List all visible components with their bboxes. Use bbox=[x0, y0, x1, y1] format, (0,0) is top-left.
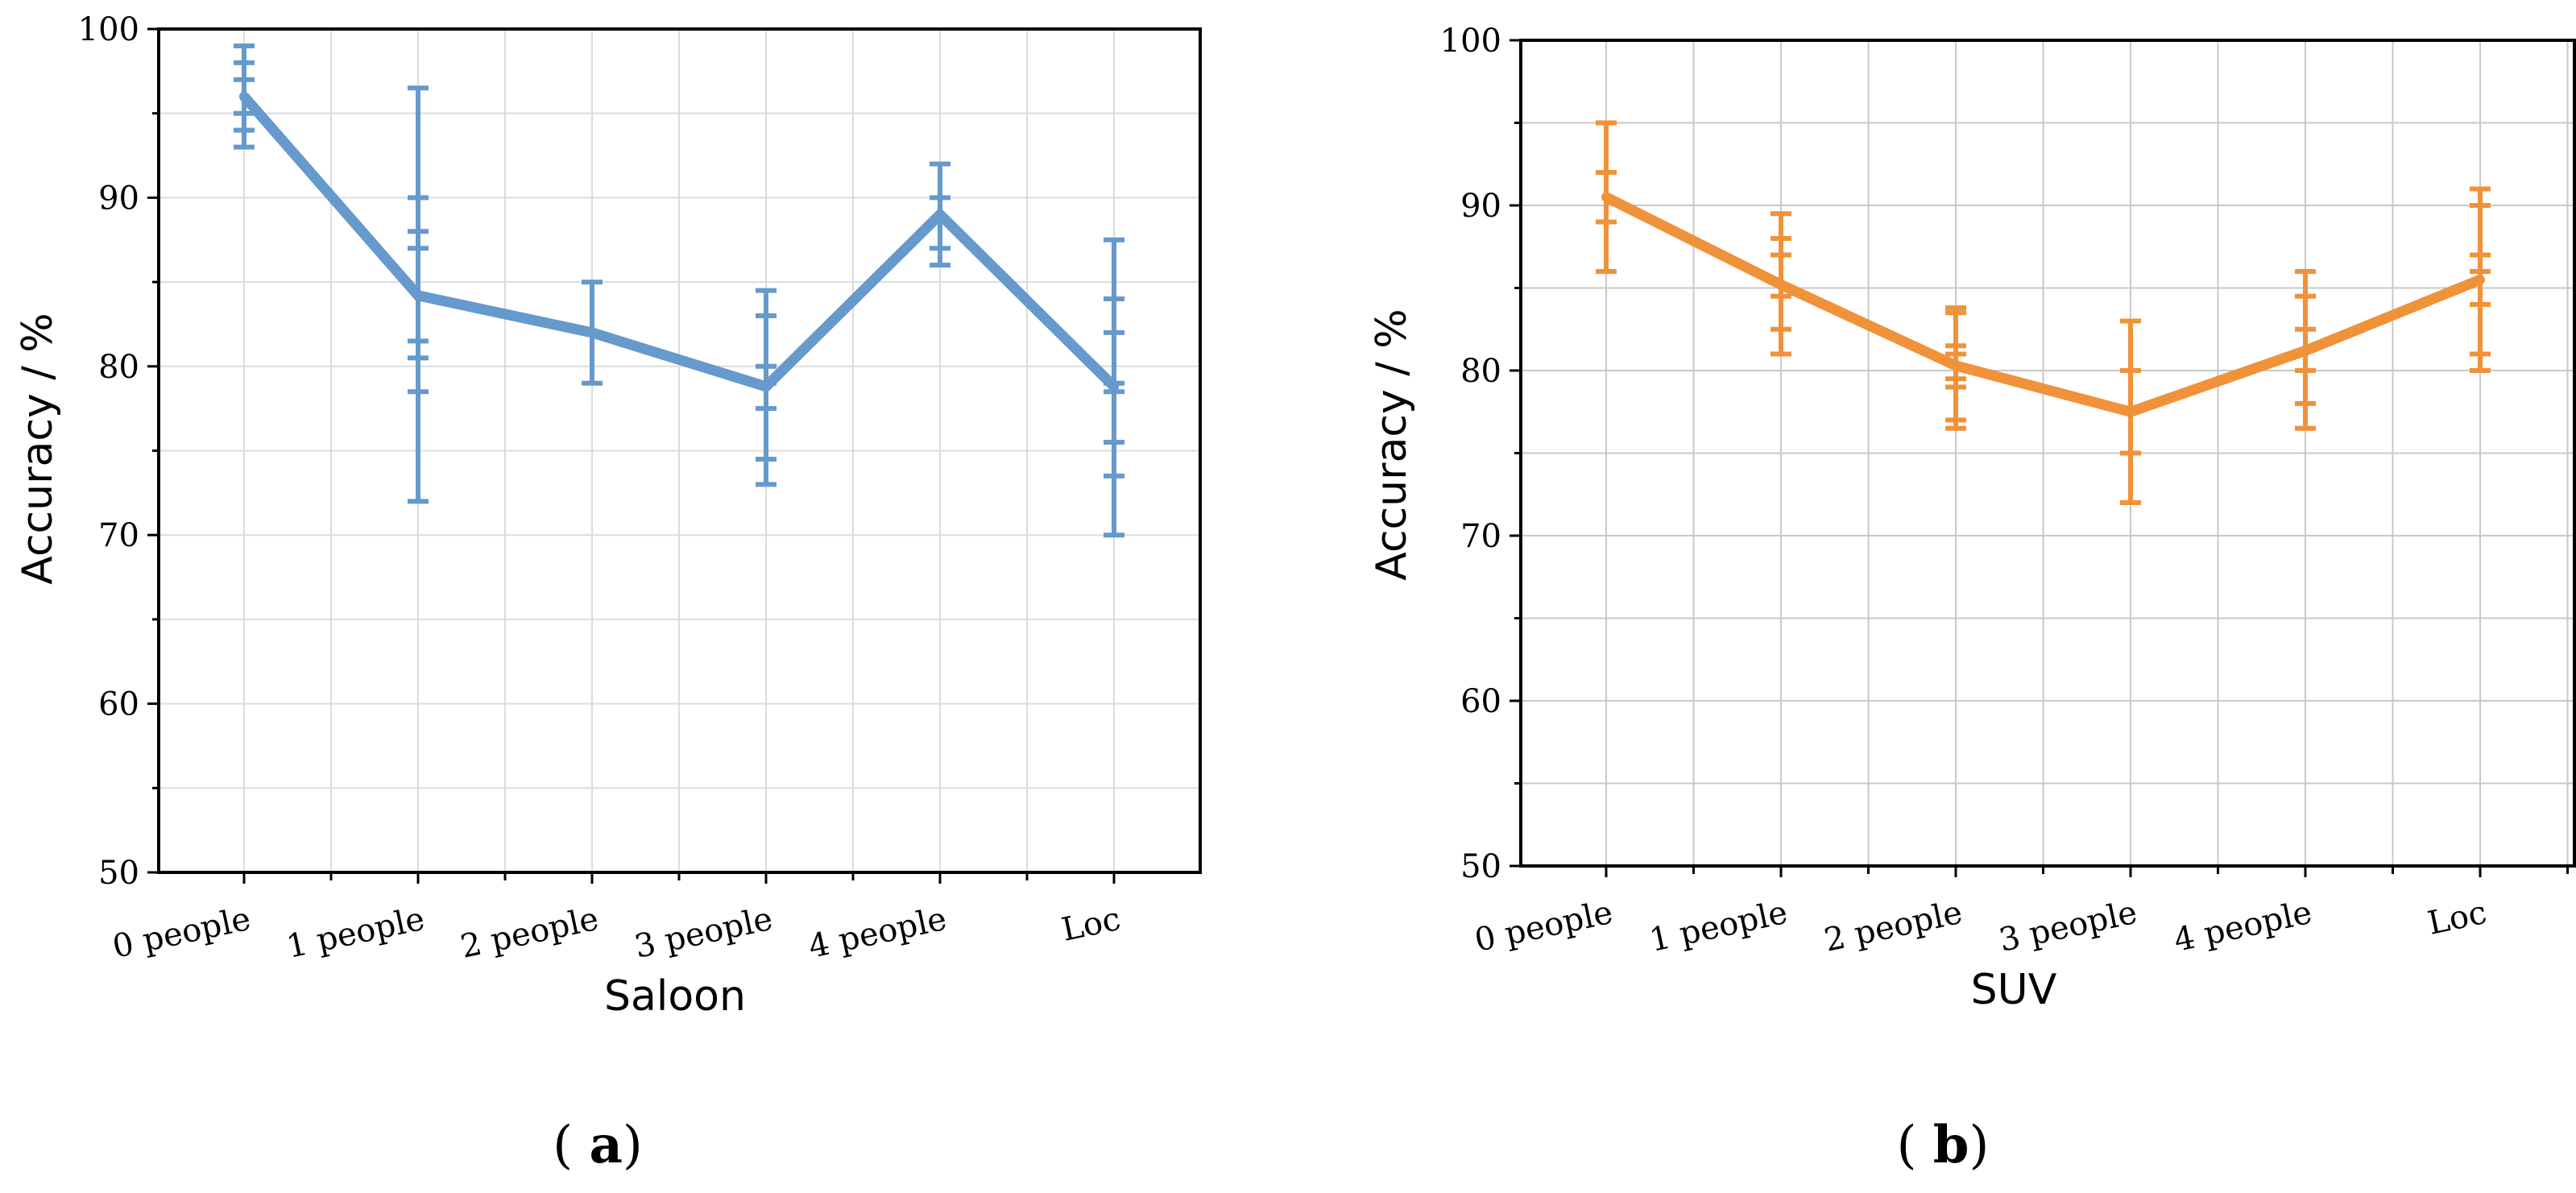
data-point bbox=[413, 290, 423, 300]
y-tick-label: 100 bbox=[78, 11, 139, 48]
panel-a-x-axis-title: Saloon bbox=[604, 972, 746, 1021]
y-tick-label: 100 bbox=[1440, 23, 1501, 60]
x-tick-label: Loc bbox=[2425, 894, 2490, 942]
y-tick-label: 80 bbox=[98, 349, 139, 386]
y-tick-label: 70 bbox=[98, 517, 139, 554]
panel-b-x-axis-title: SUV bbox=[1971, 966, 2057, 1014]
y-tick-label: 50 bbox=[98, 855, 139, 892]
x-tick-label: 3 people bbox=[632, 901, 776, 966]
y-tick-label: 80 bbox=[1460, 353, 1501, 390]
y-tick-label: 60 bbox=[1460, 683, 1501, 720]
data-point bbox=[935, 209, 945, 220]
y-tick-label: 90 bbox=[98, 180, 139, 217]
y-tick-label: 70 bbox=[1460, 518, 1501, 555]
panel-b-marks bbox=[1596, 120, 2491, 505]
data-point bbox=[1601, 192, 1611, 202]
panel-a-marks bbox=[234, 43, 1124, 538]
y-tick-label: 50 bbox=[1460, 848, 1501, 885]
x-tick-label: 4 people bbox=[2171, 894, 2315, 959]
data-point bbox=[1109, 381, 1119, 391]
data-point bbox=[2126, 407, 2135, 417]
y-tick-label: 90 bbox=[1460, 188, 1501, 225]
x-tick-label: 4 people bbox=[806, 901, 950, 966]
x-tick-label: 2 people bbox=[1821, 894, 1965, 959]
panel-b-label: ( b) bbox=[1896, 1115, 1989, 1175]
y-tick-label: 60 bbox=[98, 686, 139, 723]
panel-letter: b bbox=[1933, 1115, 1969, 1175]
data-point bbox=[587, 327, 597, 338]
panel-letter: a bbox=[589, 1115, 622, 1175]
data-point bbox=[1776, 280, 1786, 290]
panel-a-tick-labels: 50 60 70 80 90 100 0 people 1 people 2 people 3 p… bbox=[78, 11, 1124, 966]
panel-b-tick-labels: 50 60 70 80 90 100 0 people 1 people 2 people 3 p… bbox=[1440, 23, 2490, 959]
panel-paren-close: ) bbox=[1969, 1116, 1990, 1175]
data-point bbox=[761, 381, 771, 391]
panel-b-grid bbox=[1521, 40, 2574, 866]
x-tick-label: 0 people bbox=[110, 901, 254, 966]
x-tick-label: 1 people bbox=[1646, 894, 1791, 959]
x-tick-label: 0 people bbox=[1472, 894, 1616, 959]
panel-a: 50 60 70 80 90 100 0 people 1 people 2 people 3 p… bbox=[14, 11, 1202, 1175]
x-tick-label: Loc bbox=[1058, 901, 1124, 949]
panel-a-y-axis-title: Accuracy / % bbox=[14, 313, 62, 584]
x-tick-label: 3 people bbox=[1996, 894, 2140, 959]
panel-a-label: ( a) bbox=[553, 1115, 643, 1175]
x-tick-label: 2 people bbox=[458, 901, 602, 966]
panel-a-ticks bbox=[147, 27, 1116, 884]
data-point bbox=[2475, 275, 2485, 285]
panel-a-grid bbox=[159, 29, 1200, 872]
series-line bbox=[240, 93, 1118, 393]
data-point bbox=[239, 91, 249, 101]
panel-b-y-axis-title: Accuracy / % bbox=[1368, 309, 1416, 580]
panel-b-ticks bbox=[1510, 39, 2569, 877]
x-tick-label: 1 people bbox=[284, 901, 428, 966]
data-point bbox=[1951, 360, 1961, 371]
panel-paren-close: ) bbox=[623, 1116, 643, 1175]
panel-b: 50 60 70 80 90 100 0 people 1 people 2 people 3 p… bbox=[1368, 23, 2576, 1175]
series-line bbox=[1604, 192, 2483, 418]
data-point bbox=[2301, 346, 2310, 356]
